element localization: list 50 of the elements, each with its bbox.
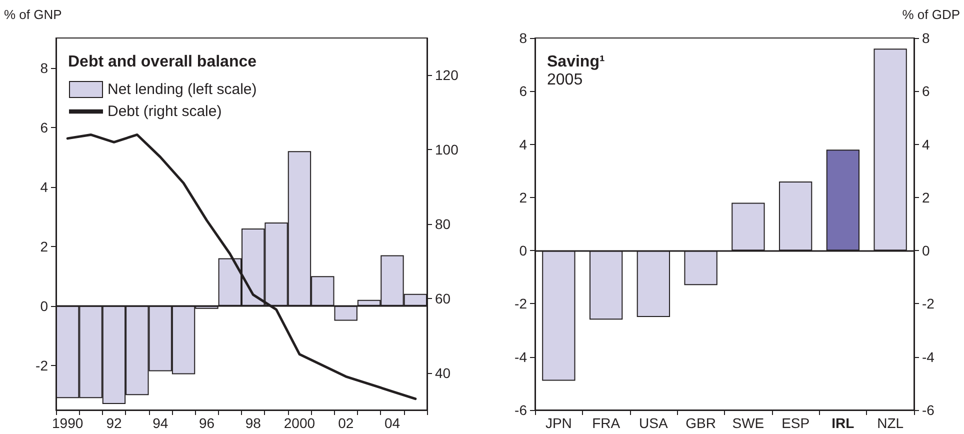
x-tick-label: 1990 <box>52 415 84 431</box>
y2-tick-label: 2 <box>922 189 930 206</box>
x-tick-label: GBR <box>686 415 716 431</box>
text: 2005 <box>547 72 583 88</box>
y2-tick-label: 80 <box>435 216 451 232</box>
y2-tick-label: -6 <box>922 402 935 418</box>
y-tick-label: 0 <box>40 298 48 314</box>
x-tick-label: FRA <box>592 415 621 431</box>
y2-tick-label: 4 <box>922 136 930 152</box>
x-tick-label: 96 <box>198 415 215 431</box>
legend-label: Debt (right scale) <box>108 103 222 120</box>
y2-tick-label: 60 <box>435 290 451 306</box>
x-tick-label: SWE <box>732 415 764 431</box>
y2-tick-label: 100 <box>435 142 459 158</box>
y2-tick-label: 6 <box>922 83 930 100</box>
x-tick-label: NZL <box>877 415 904 431</box>
y-tick-label: -4 <box>514 348 528 365</box>
text: Saving¹ <box>547 54 605 70</box>
y2-tick-label: 40 <box>435 364 451 381</box>
y2-axis-title: % of GDP <box>902 7 960 22</box>
y2-tick-label: 8 <box>922 30 930 46</box>
y-axis-title: % of GNP <box>4 7 62 22</box>
y-tick-label: 4 <box>40 178 48 195</box>
x-tick-label: ESP <box>782 415 810 431</box>
x-tick-label: 92 <box>106 415 122 431</box>
y-tick-label: -2 <box>514 296 528 312</box>
x-tick-label: JPN <box>545 415 572 431</box>
x-tick-label: 2000 <box>284 415 316 431</box>
y-tick-label: -6 <box>514 402 528 418</box>
y-tick-label: 6 <box>519 83 528 100</box>
y-tick-label: 0 <box>519 242 528 259</box>
x-tick-label: 98 <box>245 415 262 431</box>
y-tick-label: -2 <box>36 357 48 374</box>
y-tick-label: 2 <box>519 189 528 206</box>
legend-label: Net lending (left scale) <box>108 81 257 98</box>
x-tick-label: IRL <box>832 415 855 431</box>
x-tick-label: 02 <box>338 415 354 431</box>
x-tick-label: 94 <box>152 415 168 431</box>
y-tick-label: 2 <box>40 238 48 254</box>
y2-tick-label: 120 <box>435 67 459 84</box>
x-tick-label: 04 <box>384 415 400 431</box>
x-tick-label: USA <box>639 415 668 431</box>
y-tick-label: 6 <box>40 119 48 136</box>
y2-tick-label: -4 <box>922 348 935 365</box>
y2-tick-label: -2 <box>922 296 935 312</box>
y-tick-label: 8 <box>40 60 48 76</box>
y-tick-label: 4 <box>519 136 528 152</box>
y-tick-label: 8 <box>519 30 528 46</box>
text: Debt and overall balance <box>68 54 257 70</box>
y2-tick-label: 0 <box>922 242 930 259</box>
